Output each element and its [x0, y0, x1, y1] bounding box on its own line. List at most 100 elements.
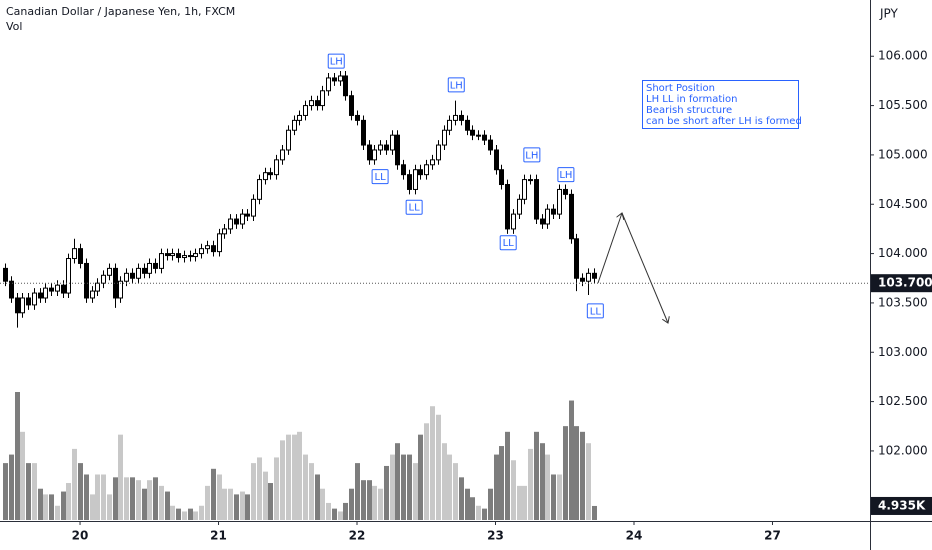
volume-bar — [586, 443, 591, 520]
note-line: Bearish structure — [646, 105, 732, 116]
candle-body — [107, 267, 112, 276]
volume-bar — [580, 431, 585, 520]
candle-body — [378, 144, 383, 151]
candle-body — [78, 248, 83, 264]
candle-body — [26, 297, 31, 306]
candle-body — [447, 119, 452, 131]
volume-bar — [280, 440, 285, 520]
currency: JPY — [879, 7, 899, 21]
volume-bar — [90, 494, 95, 520]
y-tick-label: 104.000 — [878, 246, 928, 260]
candle-body — [205, 245, 210, 250]
candle-body — [332, 77, 337, 82]
volume-bar — [447, 454, 452, 520]
candle-body — [176, 253, 181, 259]
candle-body — [193, 253, 198, 258]
annotation: LH — [327, 53, 345, 69]
candle-body — [234, 218, 239, 225]
volume-bar — [511, 460, 516, 520]
volume-bar — [303, 454, 308, 520]
volume-bar — [378, 488, 383, 520]
candle-body — [286, 129, 291, 151]
candle-body — [326, 77, 331, 92]
candle-body — [268, 172, 273, 176]
candle-body — [136, 267, 141, 279]
volume-bar — [557, 474, 562, 520]
candle-body — [280, 149, 285, 161]
candle-body — [245, 213, 250, 217]
volume-bar — [113, 477, 118, 520]
volume-label: 4.935K — [878, 498, 926, 512]
volume-bar — [292, 434, 297, 520]
volume-bar — [459, 477, 464, 520]
candle-body — [61, 284, 66, 294]
volume-bar — [153, 477, 158, 520]
volume-bar — [176, 508, 181, 520]
projection-arrow-down — [621, 212, 668, 323]
volume-bar — [20, 431, 25, 520]
volume-bar — [205, 485, 210, 520]
y-tick-label: 103.000 — [878, 345, 928, 359]
candle-body — [292, 119, 297, 131]
volume-bar — [476, 505, 481, 520]
note-box — [642, 80, 799, 129]
volume-bar — [563, 426, 568, 520]
candle-body — [482, 134, 487, 141]
candle-body — [49, 287, 54, 292]
volume-bar — [482, 508, 487, 520]
candle-body — [511, 213, 516, 230]
annotation-box — [327, 53, 345, 69]
candle-body — [540, 218, 545, 225]
candle-body — [355, 114, 360, 121]
volume-bar — [384, 465, 389, 520]
candle-body — [401, 164, 406, 176]
candle-body — [338, 75, 343, 82]
candle-body — [188, 255, 193, 258]
candle-body — [592, 272, 597, 279]
x-tick-label: 21 — [210, 529, 227, 543]
candle-body — [476, 134, 481, 137]
candle-body — [563, 188, 568, 195]
y-tick-label: 104.500 — [878, 197, 928, 211]
volume-bar — [193, 511, 198, 520]
candle-body — [118, 280, 123, 299]
annotation: LH — [523, 147, 541, 163]
x-tick-label: 23 — [487, 529, 504, 543]
volume-bar — [418, 434, 423, 520]
volume-bar — [130, 477, 135, 520]
volume-bar — [494, 454, 499, 520]
volume-label-box — [871, 496, 932, 515]
candle-body — [263, 172, 268, 181]
volume-bar — [522, 485, 527, 520]
annotation: LH — [557, 167, 575, 183]
volume-bar — [326, 502, 331, 520]
volume-bar — [297, 431, 302, 520]
candle-body — [3, 267, 8, 282]
candle-body — [343, 75, 348, 97]
candle-body — [453, 114, 458, 121]
annotation: LL — [499, 235, 517, 251]
annotation-label: LL — [375, 172, 387, 183]
candle-body — [165, 253, 170, 257]
candle-body — [257, 179, 262, 200]
volume-bar — [15, 392, 20, 520]
candle-body — [297, 114, 302, 121]
candle-body — [101, 274, 106, 284]
volume-bar — [534, 431, 539, 520]
volume-bar — [465, 488, 470, 520]
last-price-label: 103.700 — [878, 276, 932, 290]
volume-bar — [136, 480, 141, 520]
volume-bar — [413, 463, 418, 520]
volume-bar — [338, 511, 343, 520]
candle-body — [199, 248, 204, 255]
volume-bar — [228, 488, 233, 520]
volume-bar — [188, 508, 193, 520]
candle-body — [436, 144, 441, 161]
candle-body — [309, 100, 314, 107]
volume-bar — [517, 485, 522, 520]
candle-body — [459, 114, 464, 121]
plot: LH LH LH LH LL LL LL LL — [0, 53, 870, 520]
volume-bar — [38, 488, 43, 520]
x-tick-label: 24 — [626, 529, 643, 543]
volume-bar — [170, 505, 175, 520]
